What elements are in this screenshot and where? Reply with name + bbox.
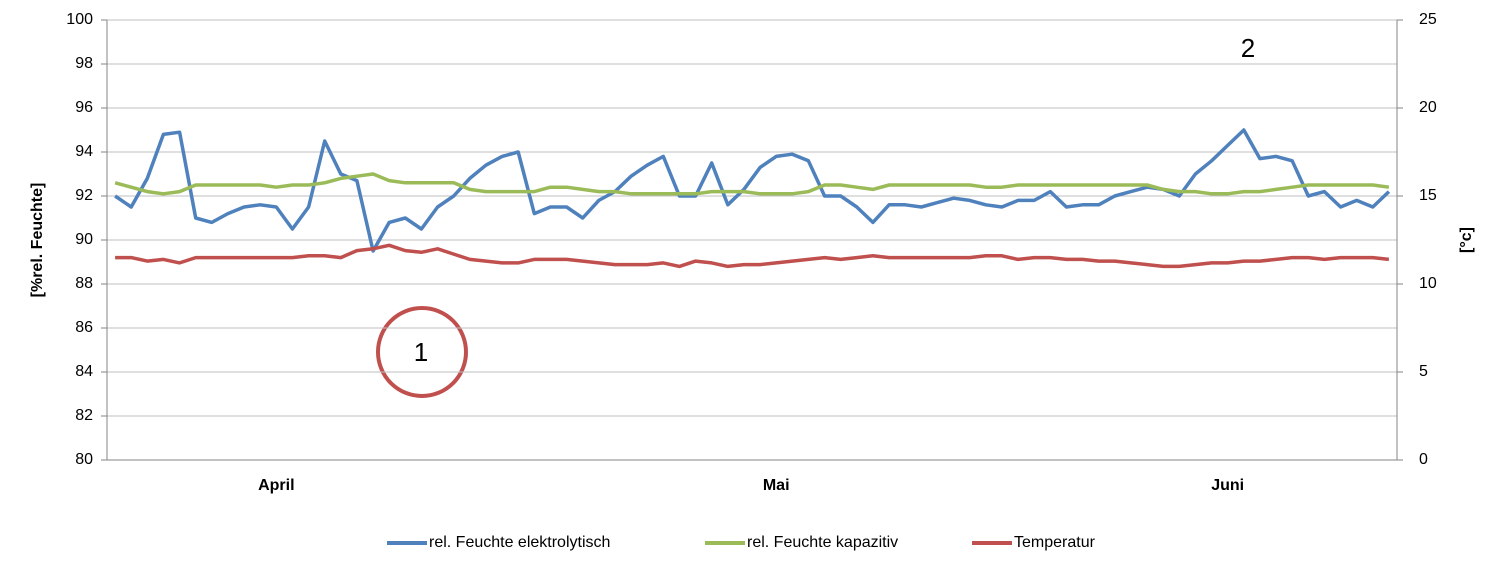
grid xyxy=(107,19,1397,461)
y-tick-label: 82 xyxy=(75,407,93,424)
y2-axis-label: [°c] xyxy=(1458,227,1475,253)
y2-tick-label: 15 xyxy=(1419,187,1437,204)
y-tick-label: 90 xyxy=(75,231,93,248)
y2-tick-label: 10 xyxy=(1419,275,1437,292)
legend-label: rel. Feuchte kapazitiv xyxy=(747,534,898,551)
y-tick-label: 92 xyxy=(75,187,93,204)
series-line xyxy=(114,172,1390,196)
x-tick-label: Mai xyxy=(763,477,790,494)
y-tick-label: 80 xyxy=(75,451,93,468)
y-tick-label: 94 xyxy=(75,143,93,160)
annotation: 1 xyxy=(414,337,428,367)
y-tick-label: 100 xyxy=(66,11,93,28)
y-tick-label: 88 xyxy=(75,275,93,292)
y2-tick-label: 0 xyxy=(1419,451,1428,468)
x-tick-label: Juni xyxy=(1211,477,1244,494)
series-line xyxy=(115,243,1390,269)
series-line xyxy=(114,128,1391,253)
annotation-circle xyxy=(376,306,468,398)
y-tick-label: 86 xyxy=(75,319,93,336)
annotation: 2 xyxy=(1241,33,1255,63)
y2-tick-label: 20 xyxy=(1419,99,1437,116)
legend-label: rel. Feuchte elektrolytisch xyxy=(429,534,610,551)
x-tick-label: April xyxy=(258,477,294,494)
y2-tick-label: 25 xyxy=(1419,11,1437,28)
y-axis-label: [%rel. Feuchte] xyxy=(29,183,46,298)
legend-label: Temperatur xyxy=(1014,534,1096,551)
y2-tick-label: 5 xyxy=(1419,363,1428,380)
y-tick-label: 84 xyxy=(75,363,93,380)
y-tick-label: 96 xyxy=(75,99,93,116)
y-tick-label: 98 xyxy=(75,55,93,72)
